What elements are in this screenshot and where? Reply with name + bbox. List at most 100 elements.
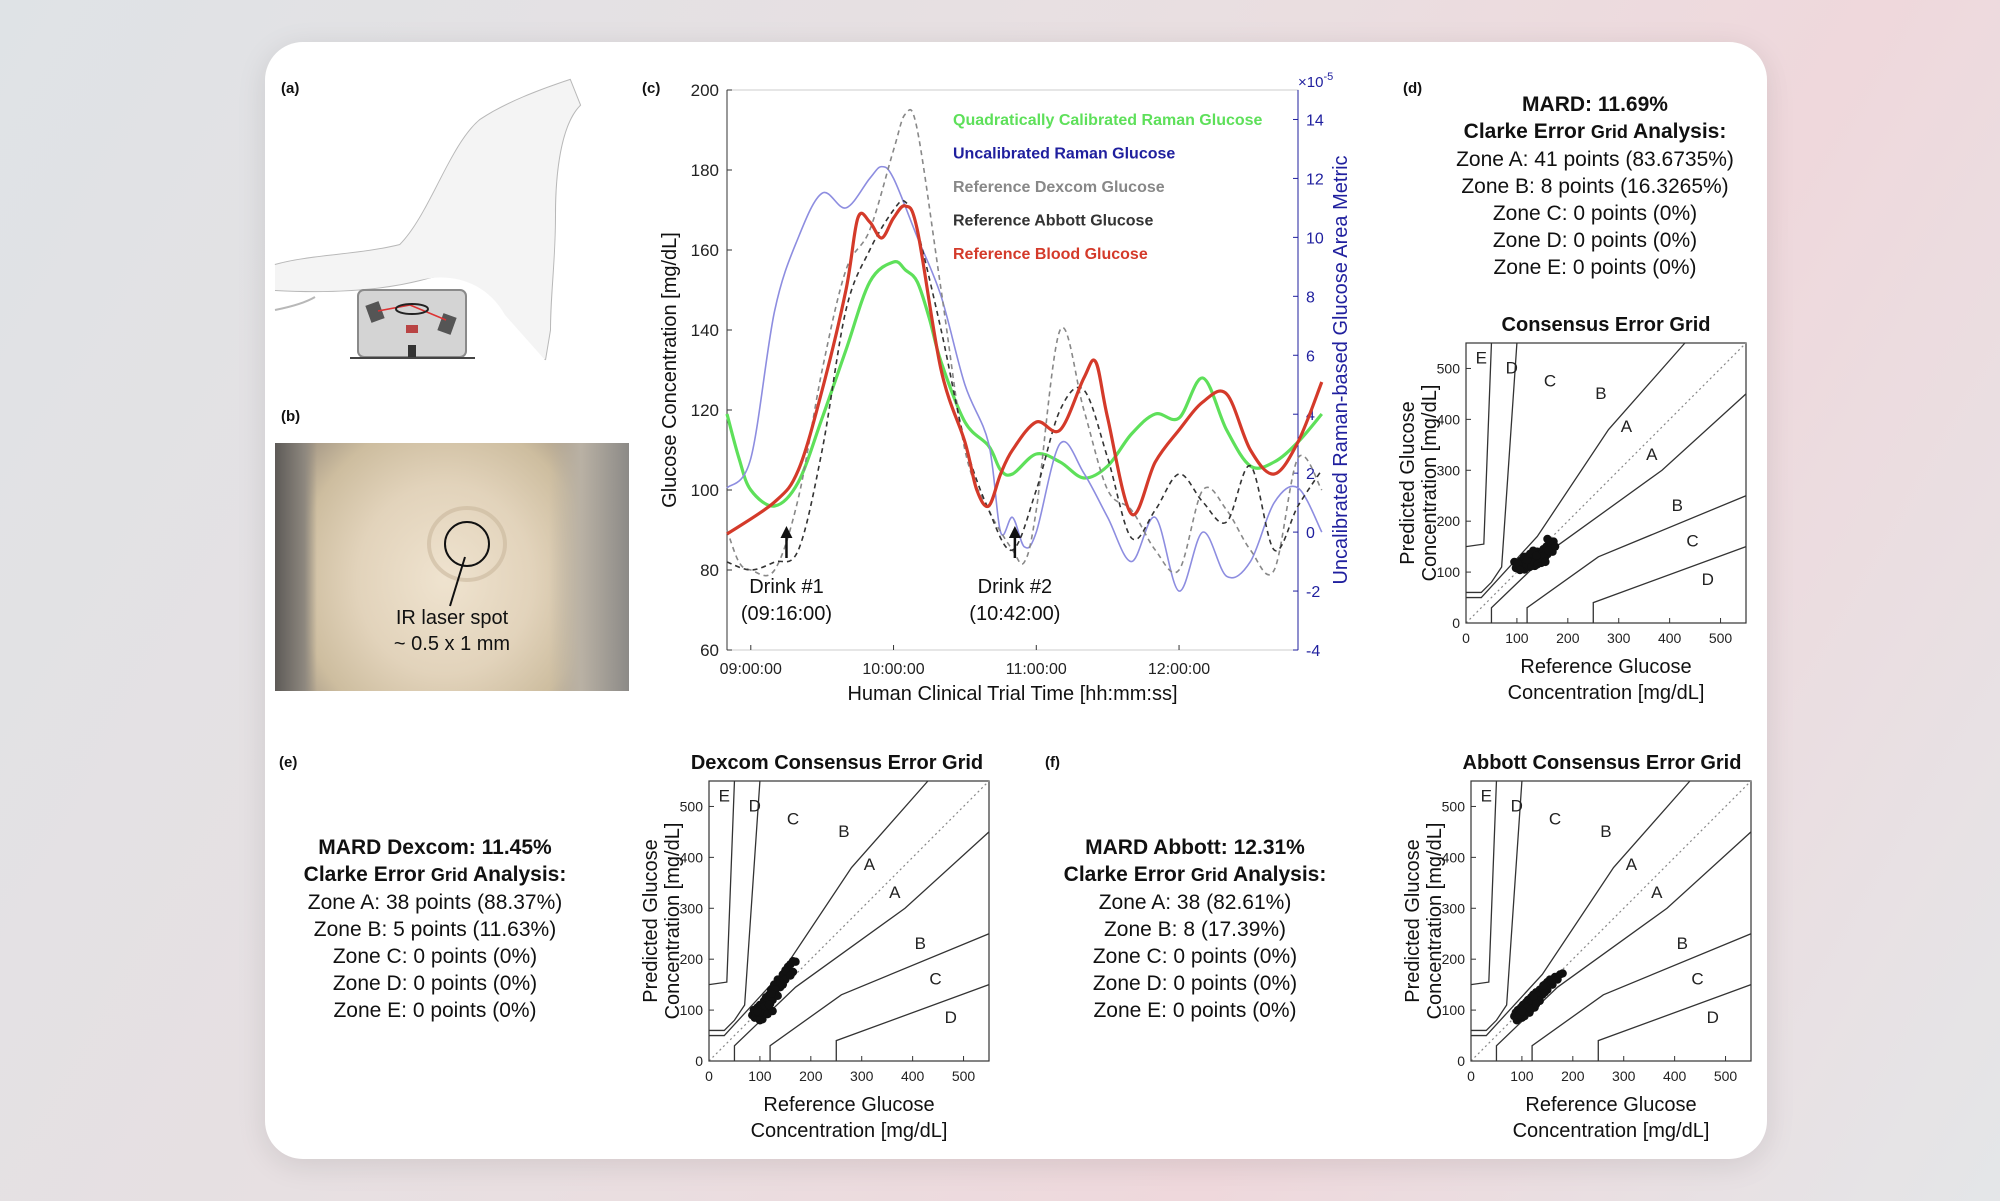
zone-label-c: C [1691,970,1703,989]
zone-label-b: B [1595,384,1606,403]
grid-title: Dexcom Consensus Error Grid [691,752,983,774]
data-point [768,1006,777,1016]
x-tick-label: 200 [1556,630,1580,646]
photo-background-left [275,443,317,691]
zone-label-d: D [1702,570,1714,589]
y-tick-label: 100 [680,1002,704,1018]
panel-label-a: (a) [281,80,300,97]
zone-label-d: D [1707,1008,1719,1027]
data-point [788,957,798,966]
y-tick-label: 200 [691,81,719,100]
data-point [1558,969,1567,978]
zone-c-f: Zone C: 0 points (0%) [1092,945,1298,968]
arm-illustration [274,78,582,361]
data-point [778,980,788,989]
x-tick-label: 11:00:00 [1006,661,1067,678]
data-point [781,966,790,975]
consensus-error-grid-f: Abbott Consensus Error GridEDCBAABCD0010… [1402,752,1752,1142]
series-line-4 [726,204,1324,536]
y-tick-label: 400 [1442,849,1466,865]
zone-label-d: D [1511,797,1523,816]
mard-f: MARD Abbott: 12.31% [1085,836,1305,859]
x-tick-label: 100 [748,1068,772,1084]
zone-a-f: Zone A: 38 (82.61%) [1098,891,1292,914]
y-tick-label: 500 [1442,798,1466,814]
x-tick-label: 500 [1714,1068,1738,1084]
y2-tick-label: 10 [1306,230,1324,247]
zone-boundary-4 [1531,933,1752,1061]
x-axis-label: Human Clinical Trial Time [hh:mm:ss] [847,683,1177,705]
plot-frame [726,89,1299,651]
y-tick-label: 140 [691,321,719,340]
mard-e: MARD Dexcom: 11.45% [318,836,552,859]
y-tick-label: 300 [1437,462,1461,478]
zone-label-a: A [889,883,901,902]
x-tick-label: 300 [850,1068,874,1084]
data-point [1517,1006,1527,1016]
data-point [786,971,795,980]
y-axis-label-1: Predicted Glucose [1397,401,1419,564]
x-tick-label: 100 [1505,630,1529,646]
x-tick-label: 0 [705,1068,713,1084]
y-tick-label: 0 [1452,615,1460,631]
y-tick-label: 300 [1442,900,1466,916]
zone-boundary-2 [1466,342,1686,599]
data-point [1540,988,1550,997]
y-tick-label: 100 [1442,1002,1466,1018]
x-axis-label-2: Concentration [mg/dL] [1508,682,1705,704]
zone-b-d: Zone B: 8 points (16.3265%) [1461,175,1729,198]
zone-d-f: Zone D: 0 points (0%) [1092,972,1298,995]
zone-e-e: Zone E: 0 points (0%) [333,999,537,1022]
grid-title: Abbott Consensus Error Grid [1463,752,1742,774]
x-tick-label: 12:00:00 [1148,661,1210,678]
zone-boundary-1 [1466,342,1518,594]
data-point [1547,976,1556,985]
zone-boundary-3 [733,831,990,1061]
panel-label-f: (f) [1045,754,1060,771]
x-tick-label: 300 [1607,630,1631,646]
zone-label-e: E [1481,786,1492,805]
zone-label-d: D [749,797,761,816]
x-tick-label: 200 [799,1068,823,1084]
x-tick-label: 10:00:00 [862,661,924,678]
zone-label-e: E [719,786,730,805]
y-tick-label: 100 [691,481,719,500]
panel-label-c: (c) [642,80,661,97]
zone-label-d: D [1506,359,1518,378]
x-tick-label: 300 [1612,1068,1636,1084]
y2-tick-label: 2 [1306,466,1315,483]
panel-label-d: (d) [1403,80,1423,97]
y-axis-label-2: Concentration [mg/dL] [662,823,684,1020]
data-point [753,1006,762,1016]
y-tick-label: 180 [691,161,719,180]
zone-boundary-1 [709,780,761,1032]
data-point [1515,565,1525,575]
x-tick-label: 0 [1467,1068,1475,1084]
zone-boundary-1 [1471,780,1523,1032]
y2-axis-label: Uncalibrated Raman-based Glucose Area Me… [1330,155,1352,584]
y-axis-label-2: Concentration [mg/dL] [1419,385,1441,582]
zone-label-c: C [787,809,799,828]
y2-tick-label: 0 [1306,525,1315,542]
x-axis-label-1: Reference Glucose [1520,656,1691,678]
y2-tick-label: 6 [1306,348,1315,365]
data-point [1541,557,1550,567]
data-point [1539,981,1548,990]
zone-e-d: Zone E: 0 points (0%) [1493,256,1697,279]
zone-label-a: A [1646,445,1658,464]
zone-boundary-0 [1470,780,1498,986]
x-axis-label-1: Reference Glucose [1525,1094,1696,1116]
laser-spot-size: ~ 0.5 x 1 mm [393,633,511,655]
y-tick-label: 60 [700,641,719,660]
data-point [755,1016,765,1025]
series-line-0 [725,260,1324,508]
legend-entry: Reference Dexcom Glucose [953,179,1165,196]
zone-boundary-3 [1495,831,1752,1061]
y-tick-label: 500 [1437,360,1461,376]
legend-entry: Uncalibrated Raman Glucose [953,146,1175,163]
x-tick-label: 400 [1663,1068,1687,1084]
arm-fill [275,80,580,360]
zone-e-f: Zone E: 0 points (0%) [1093,999,1297,1022]
zone-label-c: C [1549,809,1561,828]
panel-label-b: (b) [281,408,301,425]
